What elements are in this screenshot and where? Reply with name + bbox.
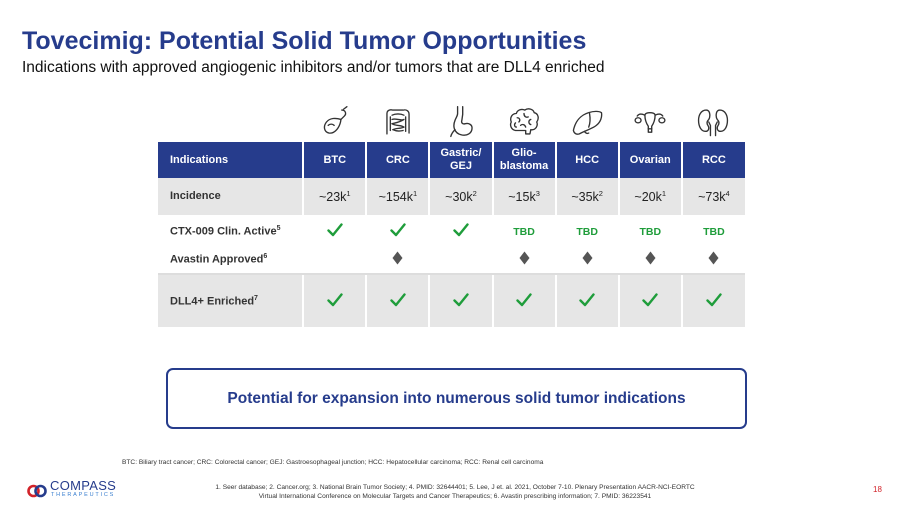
references-line-2: Virtual International Conference on Mole… — [258, 493, 652, 500]
tbd-label: TBD — [513, 226, 535, 239]
check-icon — [516, 292, 532, 306]
row-label-incidence: Incidence — [158, 178, 305, 218]
header-ovarian: Ovarian — [618, 142, 683, 178]
status-cell — [681, 274, 745, 327]
abbreviations-footnote: BTC: Biliary tract cancer; CRC: Colorect… — [122, 459, 544, 466]
page-number: 18 — [873, 485, 882, 494]
diamond-icon — [582, 251, 593, 264]
header-gastric: Gastric/GEJ — [429, 142, 494, 178]
check-icon — [706, 292, 722, 306]
compass-logo: COMPASS THERAPEUTICS — [27, 478, 127, 500]
status-cell: TBD — [555, 216, 620, 245]
incidence-cell: ~23k1 — [303, 178, 368, 218]
status-cell — [618, 274, 683, 327]
gallbladder-icon — [303, 102, 366, 142]
header-hcc: HCC — [555, 142, 620, 178]
check-icon — [327, 223, 343, 236]
row-label-avastin: Avastin Approved6 — [158, 245, 305, 275]
incidence-cell: ~20k1 — [618, 178, 683, 218]
check-icon — [642, 292, 658, 306]
row-label-ctx009: CTX-009 Clin. Active5 — [158, 216, 305, 245]
status-cell — [618, 245, 683, 275]
check-icon — [390, 292, 406, 306]
check-icon — [453, 223, 469, 236]
incidence-cell: ~15k3 — [492, 178, 557, 218]
brain-icon — [492, 102, 555, 142]
table-row-dll4: DLL4+ Enriched7 — [158, 274, 745, 327]
status-cell — [366, 245, 431, 275]
status-cell — [366, 216, 431, 245]
liver-icon — [555, 102, 618, 142]
incidence-cell: ~30k2 — [429, 178, 494, 218]
logo-tagline: THERAPEUTICS — [51, 492, 116, 498]
slide-subtitle: Indications with approved angiogenic inh… — [22, 59, 605, 76]
status-cell: TBD — [618, 216, 683, 245]
header-indications: Indications — [158, 142, 305, 178]
header-glioblastoma: Glio-blastoma — [492, 142, 557, 178]
row-label-dll4: DLL4+ Enriched7 — [158, 274, 305, 327]
intestine-icon — [366, 102, 429, 142]
header-btc: BTC — [303, 142, 368, 178]
check-icon — [579, 292, 595, 306]
table-header-row: Indications BTC CRC Gastric/GEJ Glio-bla… — [158, 142, 745, 178]
status-cell — [366, 274, 431, 327]
kidneys-icon — [681, 102, 744, 142]
references-line-1: 1. Seer database; 2. Cancer.org; 3. Nati… — [215, 484, 695, 491]
check-icon — [390, 223, 406, 236]
compass-logo-mark-icon — [27, 484, 47, 498]
diamond-icon — [708, 251, 719, 264]
status-cell: TBD — [492, 216, 557, 245]
tbd-label: TBD — [703, 226, 725, 239]
incidence-cell: ~73k4 — [681, 178, 745, 218]
indications-table: Indications BTC CRC Gastric/GEJ Glio-bla… — [158, 142, 745, 327]
diamond-icon — [645, 251, 656, 264]
status-cell — [303, 245, 368, 275]
status-cell: TBD — [682, 216, 745, 245]
header-crc: CRC — [366, 142, 431, 178]
status-cell — [492, 245, 557, 275]
tbd-label: TBD — [639, 226, 662, 239]
status-cell — [555, 245, 620, 275]
status-cell — [303, 274, 368, 327]
status-cell — [429, 245, 494, 275]
status-cell — [303, 216, 368, 245]
status-cell — [681, 245, 745, 275]
status-cell — [555, 274, 620, 327]
diamond-icon — [519, 251, 530, 264]
header-rcc: RCC — [681, 142, 745, 178]
status-cell — [429, 274, 494, 327]
slide-title: Tovecimig: Potential Solid Tumor Opportu… — [22, 27, 587, 55]
table-row-ctx009: CTX-009 Clin. Active5 TBD TBD TBD TBD — [158, 216, 745, 245]
incidence-cell: ~154k1 — [366, 178, 431, 218]
check-icon — [327, 292, 343, 306]
logo-name: COMPASS — [50, 478, 117, 493]
tbd-label: TBD — [576, 226, 598, 239]
status-cell — [492, 274, 557, 327]
uterus-icon — [618, 102, 681, 142]
references-footnote: 1. Seer database; 2. Cancer.org; 3. Nati… — [150, 483, 760, 501]
incidence-cell: ~35k2 — [555, 178, 620, 218]
expansion-callout: Potential for expansion into numerous so… — [166, 368, 747, 429]
table-row-incidence: Incidence ~23k1 ~154k1 ~30k2 ~15k3 ~35k2… — [158, 178, 745, 218]
diamond-icon — [392, 251, 403, 264]
organ-icons-row — [303, 102, 745, 142]
stomach-icon — [429, 102, 492, 142]
table-row-avastin: Avastin Approved6 — [158, 245, 745, 275]
check-icon — [453, 292, 469, 306]
status-cell — [429, 216, 494, 245]
